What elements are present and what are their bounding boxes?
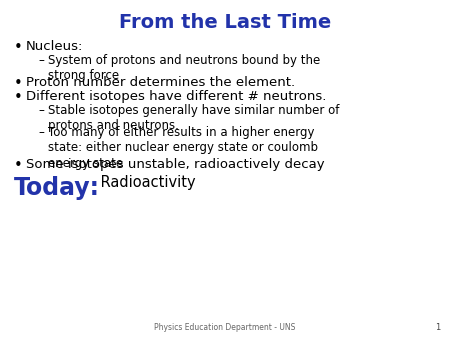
Text: Today:: Today: xyxy=(14,176,100,200)
Text: –: – xyxy=(38,54,44,67)
Text: •: • xyxy=(14,76,23,91)
Text: System of protons and neutrons bound by the
strong force: System of protons and neutrons bound by … xyxy=(48,54,320,82)
Text: Different isotopes have different # neutrons.: Different isotopes have different # neut… xyxy=(26,90,326,103)
Text: Too many of either results in a higher energy
state: either nuclear energy state: Too many of either results in a higher e… xyxy=(48,126,318,170)
Text: From the Last Time: From the Last Time xyxy=(119,13,331,32)
Text: –: – xyxy=(38,104,44,117)
Text: •: • xyxy=(14,40,23,55)
Text: Stable isotopes generally have similar number of
protons and neutrons.: Stable isotopes generally have similar n… xyxy=(48,104,339,132)
Text: •: • xyxy=(14,90,23,105)
Text: Proton number determines the element.: Proton number determines the element. xyxy=(26,76,295,89)
Text: Radioactivity: Radioactivity xyxy=(96,175,196,190)
Text: Some isotopes unstable, radioactively decay: Some isotopes unstable, radioactively de… xyxy=(26,158,324,171)
Text: Physics Education Department - UNS: Physics Education Department - UNS xyxy=(154,323,296,332)
Text: •: • xyxy=(14,158,23,173)
Text: Nucleus:: Nucleus: xyxy=(26,40,83,53)
Text: 1: 1 xyxy=(435,323,440,332)
Text: –: – xyxy=(38,126,44,139)
